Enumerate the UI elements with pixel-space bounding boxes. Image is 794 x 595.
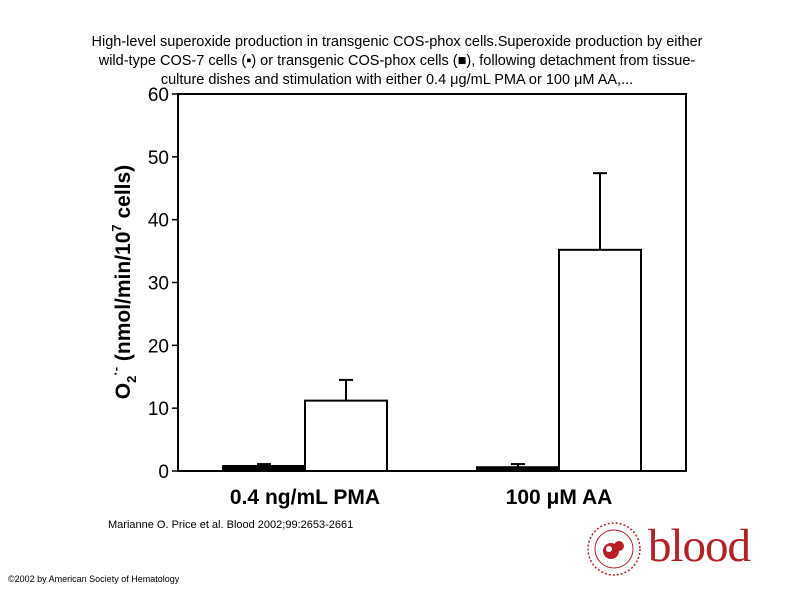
y-tick-label: 0 (158, 462, 169, 483)
y-axis-label: O2·- (nmol/min/107 cells) (108, 165, 139, 399)
blood-journal-logo: blood (578, 518, 778, 580)
bar (476, 466, 560, 473)
title-line: High-level superoxide production in tran… (91, 34, 703, 50)
bar (222, 464, 306, 472)
y-tick-label: 60 (148, 85, 169, 106)
logo-wordmark: blood (648, 520, 751, 572)
bar (304, 399, 388, 473)
y-tick-label: 40 (148, 211, 169, 232)
citation: Marianne O. Price et al. Blood 2002;99:2… (108, 519, 354, 531)
title-line: wild-type COS-7 cells (▪) or transgenic … (98, 53, 696, 69)
y-tick-label: 10 (148, 399, 169, 420)
copyright-notice: ©2002 by American Society of Hematology (8, 574, 180, 584)
figure-title: High-level superoxide production in tran… (20, 33, 774, 90)
title-line: culture dishes and stimulation with eith… (160, 72, 634, 88)
y-tick-label: 20 (148, 336, 169, 357)
x-tick-label: 0.4 ng/mL PMA (230, 486, 380, 509)
y-tick-label: 30 (148, 274, 169, 295)
x-tick-label: 100 μM AA (506, 486, 613, 509)
bar (558, 248, 642, 472)
y-tick-label: 50 (148, 148, 169, 169)
blood-drop-seal-icon (587, 522, 641, 576)
